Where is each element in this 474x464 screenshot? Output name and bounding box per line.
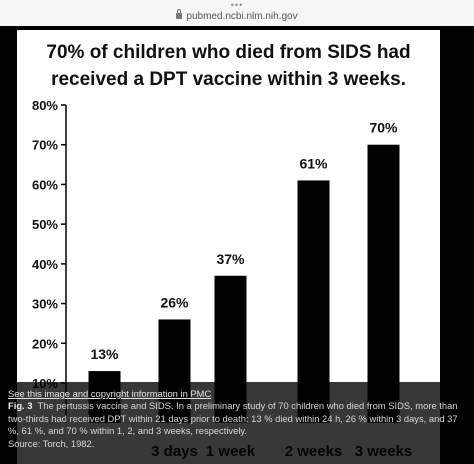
caption-body: The pertussis vaccine and SIDS. In a pre… — [8, 400, 458, 436]
browser-menu-dots[interactable]: ••• — [0, 1, 474, 9]
bar-data-label: 70% — [369, 120, 398, 136]
chart-title-line: 70% of children who died from SIDS had — [46, 42, 410, 63]
y-tick-label: 30% — [32, 297, 58, 312]
browser-url-bar[interactable]: ••• pubmed.ncbi.nlm.nih.gov — [0, 0, 474, 26]
copyright-link[interactable]: See this image and copyright information… — [8, 388, 466, 400]
y-tick-label: 60% — [32, 177, 58, 192]
browser-url[interactable]: pubmed.ncbi.nlm.nih.gov — [186, 11, 297, 22]
bar — [368, 145, 400, 423]
lock-icon — [176, 13, 182, 19]
y-tick-label: 50% — [32, 217, 58, 232]
chart-title-line: received a DPT vaccine within 3 weeks. — [51, 69, 406, 90]
bar-data-label: 37% — [216, 251, 245, 267]
bar-data-label: 26% — [160, 294, 189, 310]
y-tick-label: 40% — [32, 257, 58, 272]
y-tick-label: 20% — [32, 336, 58, 351]
y-tick-label: 80% — [32, 98, 58, 113]
figure-label: Fig. 3 — [8, 400, 32, 411]
bar-data-label: 13% — [90, 346, 119, 362]
caption-overlay: See this image and copyright information… — [0, 382, 474, 464]
y-tick-label: 70% — [32, 138, 58, 153]
caption-source: Source: Torch, 1982. — [8, 438, 466, 450]
bar-data-label: 61% — [299, 155, 328, 171]
figure-caption: See this image and copyright information… — [8, 388, 466, 450]
